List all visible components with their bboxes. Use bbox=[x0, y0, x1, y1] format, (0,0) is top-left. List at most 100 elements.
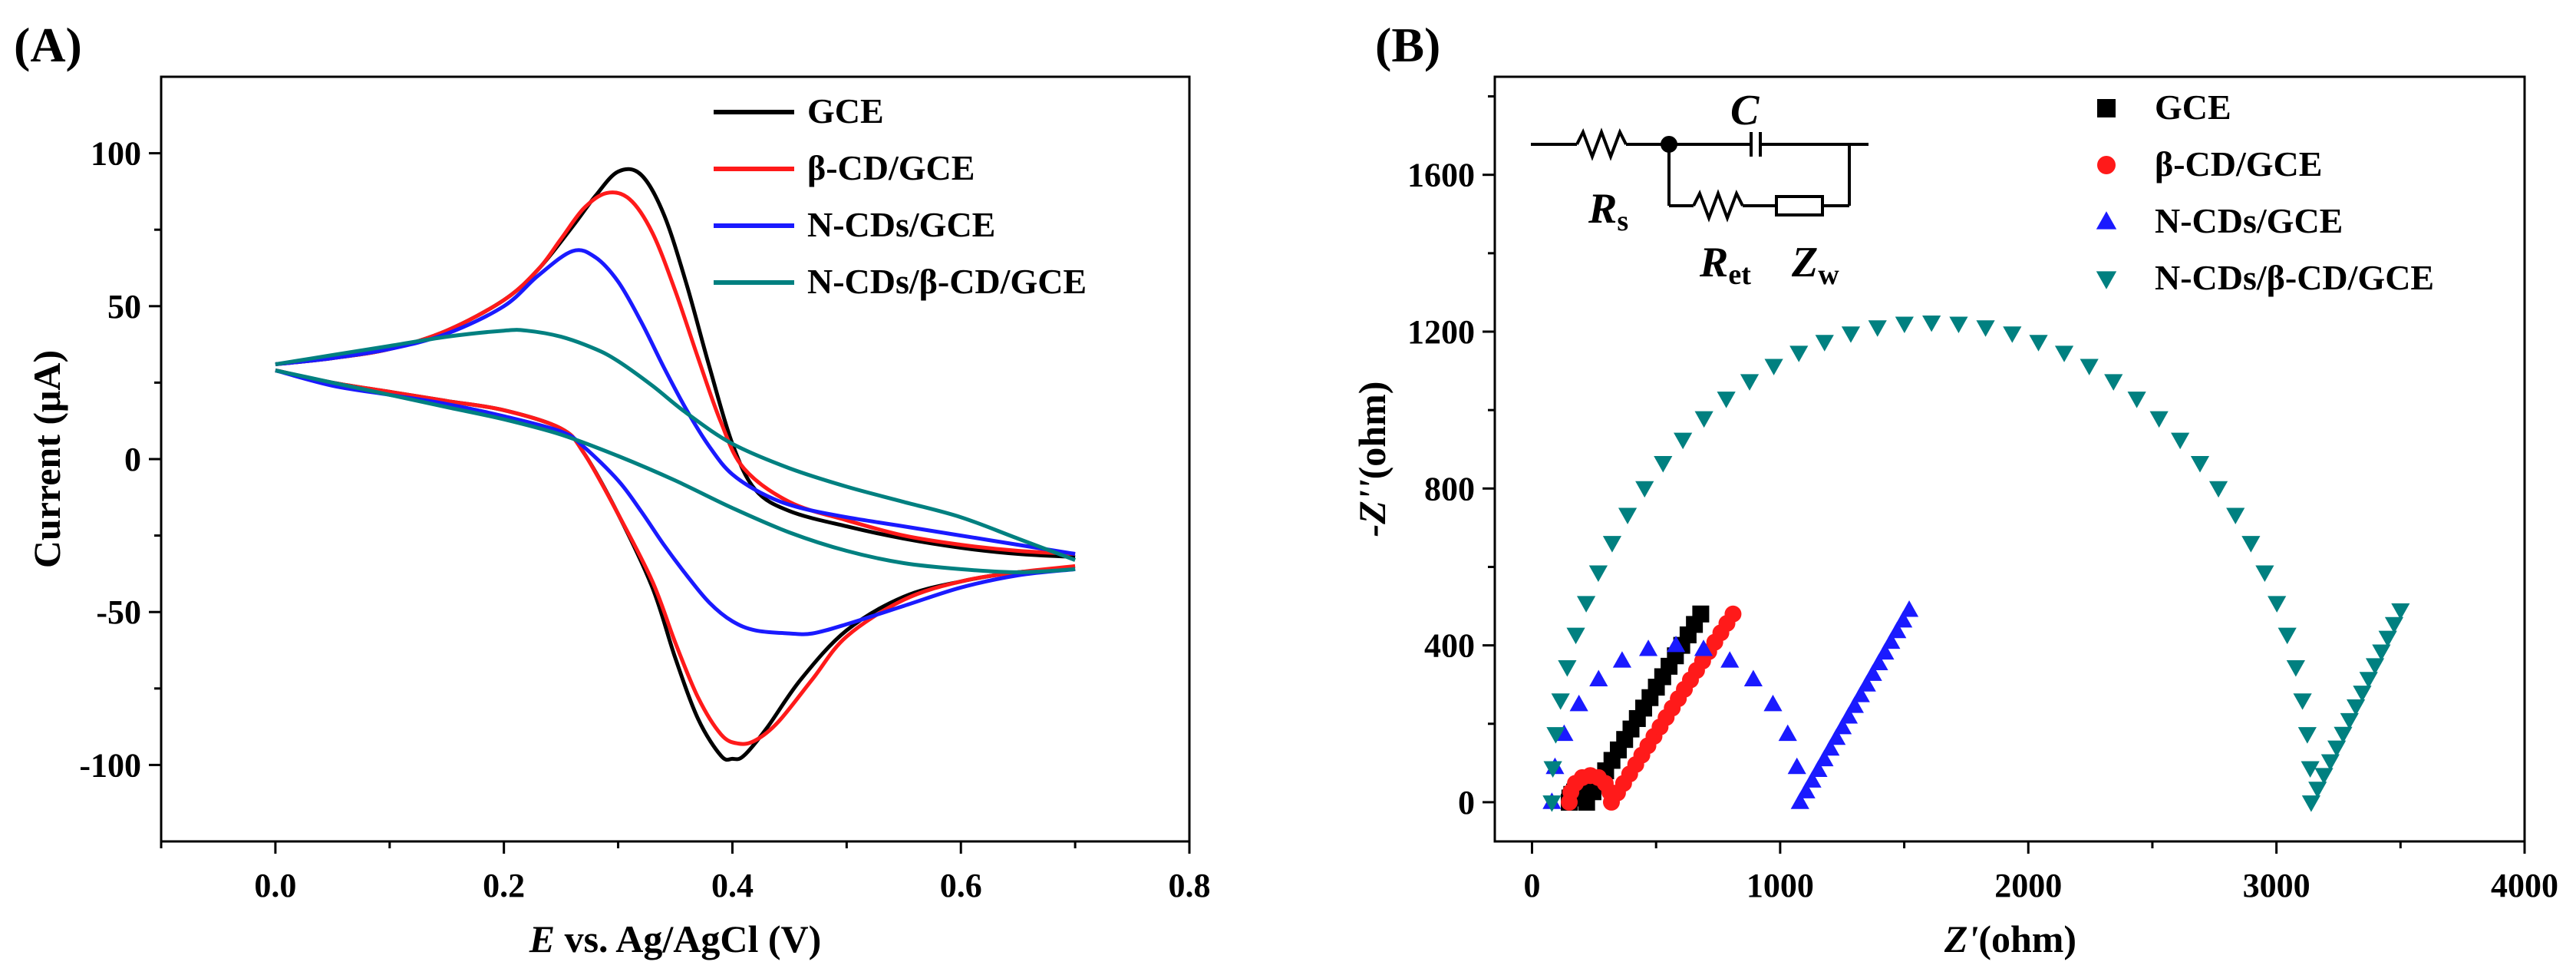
nyquist-legend-label: GCE bbox=[2155, 88, 2231, 127]
nyquist-point bbox=[2293, 693, 2312, 710]
nyquist-point bbox=[2340, 712, 2359, 730]
nyquist-x-axis-label-rest: (ohm) bbox=[1978, 917, 2076, 960]
cv-x-tick-label: 0.0 bbox=[254, 867, 296, 904]
cv-y-tick-label: -100 bbox=[79, 746, 141, 784]
nyquist-point bbox=[2378, 630, 2397, 648]
nyquist-point bbox=[1558, 659, 1577, 677]
nyquist-point bbox=[1899, 600, 1919, 617]
nyquist-point bbox=[1888, 621, 1907, 639]
nyquist-x-axis-label: Z'(ohm) bbox=[1944, 917, 2076, 960]
nyquist-point bbox=[1857, 675, 1876, 692]
cv-chart: 0.0 0.2 0.4 0.6 0.8 -100 -50 0 50 100 Current (μA… bbox=[25, 75, 1211, 960]
nyquist-point bbox=[2096, 271, 2117, 289]
nyquist-x-tick-label: 3000 bbox=[2243, 867, 2310, 904]
nyquist-point bbox=[1724, 605, 1742, 623]
ret-label-main: R bbox=[1699, 239, 1728, 286]
nyquist-point bbox=[1875, 643, 1895, 660]
cv-legend-label: β-CD/GCE bbox=[807, 148, 975, 187]
nyquist-point bbox=[1740, 374, 1760, 391]
nyquist-point bbox=[2359, 672, 2378, 689]
nyquist-point bbox=[2314, 768, 2334, 785]
nyquist-x-axis-label-italic: Z' bbox=[1944, 917, 1978, 960]
nyquist-point bbox=[1778, 724, 1797, 742]
nyquist-point bbox=[2104, 374, 2123, 391]
rs-label: Rs bbox=[1588, 185, 1628, 237]
cv-y-tick-label: 50 bbox=[107, 288, 141, 326]
nyquist-point bbox=[1743, 669, 1763, 686]
nyquist-point bbox=[2384, 616, 2404, 634]
rs-label-sub: s bbox=[1617, 205, 1628, 237]
cv-y-tick-label: 0 bbox=[124, 441, 141, 478]
cv-plot-frame bbox=[160, 75, 1191, 843]
nyquist-legend: GCE β-CD/GCE N-CDs/GCE N-CDs/β-CD/GCE bbox=[2096, 88, 2434, 297]
nyquist-point bbox=[2241, 536, 2261, 553]
nyquist-point bbox=[2327, 740, 2347, 758]
cv-x-tick-label: 0.8 bbox=[1169, 867, 1211, 904]
panel-b-label: (B) bbox=[1375, 18, 1440, 72]
nyquist-point bbox=[1851, 686, 1870, 702]
cv-curve-forward-1 bbox=[275, 190, 1076, 556]
nyquist-point bbox=[1787, 757, 1806, 775]
nyquist-point bbox=[1863, 664, 1882, 681]
nyquist-point bbox=[2365, 658, 2385, 675]
nyquist-point bbox=[2347, 699, 2366, 716]
rs-resistor-icon bbox=[1575, 127, 1628, 161]
nyquist-y-tick-label: 0 bbox=[1458, 784, 1475, 821]
nyquist-y-axis-label-rest: (ohm) bbox=[1351, 382, 1394, 480]
nyquist-point bbox=[1635, 481, 1654, 498]
nyquist-point bbox=[1764, 359, 1783, 375]
warburg-element-icon bbox=[1775, 195, 1824, 216]
nyquist-point bbox=[1543, 761, 1562, 778]
nyquist-point bbox=[1763, 694, 1783, 712]
nyquist-point bbox=[1827, 728, 1846, 745]
nyquist-point bbox=[1869, 653, 1888, 670]
nyquist-point bbox=[1618, 507, 1638, 524]
cv-curve-reverse-3 bbox=[275, 369, 1076, 574]
cv-x-axis-label-italic: E bbox=[529, 917, 555, 960]
nyquist-point bbox=[2334, 726, 2353, 744]
equivalent-circuit-inset bbox=[1531, 127, 1869, 223]
cv-legend-label: N-CDs/β-CD/GCE bbox=[807, 262, 1087, 301]
nyquist-point bbox=[1868, 320, 1887, 337]
cv-curve-reverse-0 bbox=[275, 369, 1076, 762]
nyquist-point bbox=[2003, 326, 2022, 343]
nyquist-point bbox=[1790, 792, 1809, 809]
nyquist-point bbox=[1796, 782, 1816, 798]
nyquist-ticks: 0 1000 2000 3000 4000 0 400 800 1200 1600 bbox=[1407, 95, 2558, 904]
nyquist-x-tick-label: 2000 bbox=[1994, 867, 2062, 904]
nyquist-point bbox=[1589, 669, 1608, 686]
nyquist-point bbox=[2097, 156, 2116, 174]
nyquist-series-triangle-down bbox=[1542, 315, 2410, 812]
ret-label-sub: et bbox=[1728, 259, 1751, 291]
nyquist-point bbox=[1717, 392, 1736, 408]
nyquist-point bbox=[2278, 627, 2297, 645]
nyquist-legend-label: N-CDs/GCE bbox=[2155, 201, 2343, 240]
nyquist-y-axis-label-italic: -Z'' bbox=[1351, 479, 1394, 537]
nyquist-point bbox=[2297, 727, 2317, 744]
nyquist-point bbox=[1674, 432, 1693, 450]
nyquist-point bbox=[1894, 610, 1913, 628]
nyquist-x-tick-label: 0 bbox=[1524, 867, 1541, 904]
nyquist-y-tick-label: 1600 bbox=[1407, 157, 1475, 194]
nyquist-point bbox=[2301, 761, 2320, 778]
nyquist-point bbox=[2208, 481, 2228, 498]
nyquist-series bbox=[1542, 315, 2410, 812]
cv-x-tick-label: 0.6 bbox=[940, 867, 982, 904]
cv-x-tick-label: 0.4 bbox=[711, 867, 754, 904]
nyquist-point bbox=[2226, 507, 2245, 524]
nyquist-point bbox=[1720, 651, 1740, 668]
nyquist-point bbox=[1551, 693, 1570, 710]
nyquist-y-tick-label: 1200 bbox=[1407, 313, 1475, 351]
cv-x-tick-label: 0.2 bbox=[483, 867, 525, 904]
cv-legend-label: GCE bbox=[807, 91, 884, 131]
nyquist-x-tick-label: 1000 bbox=[1746, 867, 1814, 904]
nyquist-point bbox=[2255, 565, 2274, 582]
cv-curve-reverse-2 bbox=[275, 369, 1076, 636]
nyquist-point bbox=[2372, 644, 2391, 661]
cv-ticks: 0.0 0.2 0.4 0.6 0.8 -100 -50 0 50 100 bbox=[79, 135, 1210, 904]
nyquist-point bbox=[2353, 686, 2372, 702]
circuit-labels: C Rs Ret Zw bbox=[1588, 87, 1839, 291]
nyquist-series-circle bbox=[1561, 605, 1742, 811]
nyquist-point bbox=[2054, 345, 2074, 362]
